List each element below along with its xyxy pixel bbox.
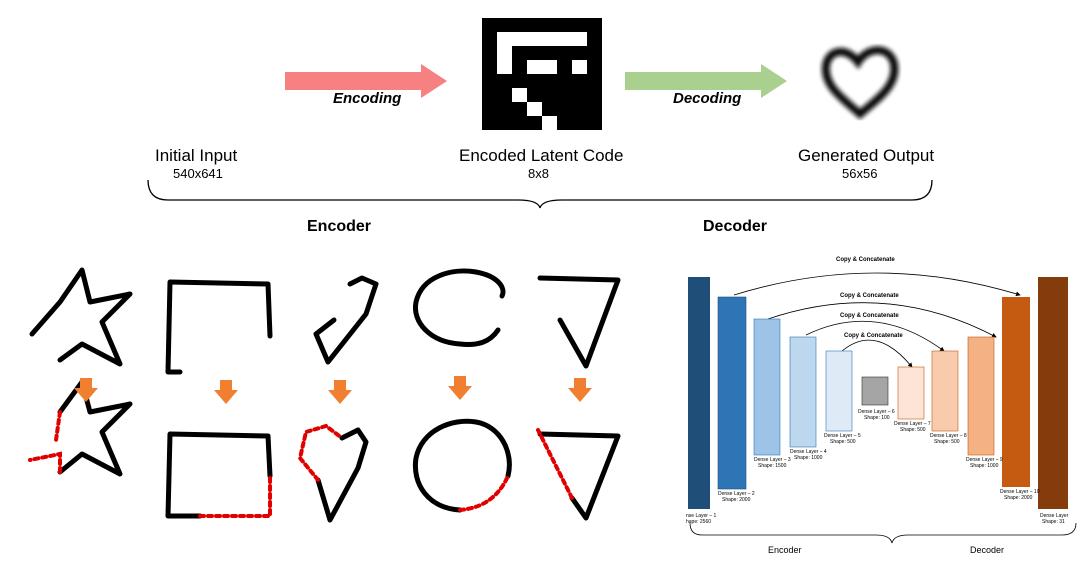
layer-bar-2	[717, 296, 747, 490]
layer-8-shape: Shape: 500	[934, 439, 960, 445]
circle-incomplete-shape	[412, 268, 506, 347]
layer-6-shape: Shape: 100	[864, 415, 890, 421]
layer-8-name: Dense Layer – 8	[930, 433, 967, 439]
copy-label-3: Copy & Concatenate	[840, 313, 899, 319]
layer-bar-5	[825, 350, 853, 432]
shape-completion-grid	[28, 267, 621, 523]
layer-2-name: Dense Layer – 2	[718, 491, 755, 497]
layer-10-name: Dense Layer – 10	[1000, 489, 1040, 495]
layer-11-name: Dense Layer	[1040, 513, 1069, 519]
down-arrow-icon	[328, 380, 352, 404]
layer-2-shape: Shape: 2000	[722, 497, 751, 503]
skip-connection-3	[805, 320, 945, 352]
network-diagram: Copy & Concatenate Copy & Concatenate Co…	[686, 257, 1077, 555]
layer-bar-7	[897, 366, 925, 420]
network-brace	[689, 522, 1077, 544]
star-incomplete-shape	[29, 267, 133, 367]
encoder-decoder-braces	[147, 179, 933, 209]
copy-label-2: Copy & Concatenate	[840, 293, 899, 299]
copy-label-4: Copy & Concatenate	[844, 333, 903, 339]
skip-connection-4	[841, 339, 913, 368]
circle-complete-shape	[412, 418, 512, 513]
triangle-complete-shape	[537, 431, 621, 521]
decoding-label: Decoding	[673, 90, 742, 107]
square-gap-fill	[198, 474, 272, 518]
triangle-incomplete-shape	[537, 275, 621, 369]
down-arrow-icon	[448, 376, 472, 400]
generated-output-title: Generated Output	[798, 146, 935, 165]
heart-gap-fill	[297, 423, 344, 482]
down-arrow-icon	[568, 378, 592, 402]
layer-1-name: nse Layer – 1	[686, 513, 717, 519]
layer-bar-4	[789, 336, 817, 448]
network-decoder-label: Decoder	[970, 545, 1004, 555]
copy-label-1: Copy & Concatenate	[836, 257, 895, 263]
generated-output-size: 56x56	[842, 166, 878, 181]
layer-4-shape: Shape: 1000	[794, 455, 823, 461]
encoding-label: Encoding	[333, 90, 402, 107]
circle-gap-fill	[458, 474, 510, 512]
square-complete-shape	[165, 431, 273, 519]
skip-connection-1	[733, 272, 1021, 297]
generated-heart-image	[821, 46, 899, 120]
layer-bar-3	[753, 318, 781, 456]
layer-9-name: Dense Layer – 9	[966, 457, 1003, 463]
layer-10-shape: Shape: 2000	[1004, 495, 1033, 501]
square-incomplete-shape	[165, 279, 273, 375]
layer-3-name: Dense Layer – 3	[754, 457, 791, 463]
encoding-arrow	[285, 64, 447, 98]
triangle-gap-fill	[536, 428, 574, 500]
skip-connection-2	[767, 302, 997, 338]
layer-bar-10	[1002, 297, 1030, 487]
heart-incomplete-shape	[313, 275, 379, 365]
decoding-arrow	[625, 64, 787, 98]
layer-bar-6	[861, 376, 889, 406]
layer-11-shape: Shape: 31	[1042, 519, 1065, 525]
layer-7-shape: Shape: 500	[900, 427, 926, 433]
latent-code-size: 8x8	[528, 166, 549, 181]
down-arrow-icon	[74, 378, 98, 402]
latent-code-image	[482, 18, 602, 130]
layer-3-shape: Shape: 1500	[758, 463, 787, 469]
latent-code-title: Encoded Latent Code	[459, 146, 624, 165]
layer-4-name: Dense Layer – 4	[790, 449, 827, 455]
layer-bar-9	[967, 336, 995, 456]
initial-input-title: Initial Input	[155, 146, 238, 165]
heart-complete-shape	[315, 427, 369, 523]
star-complete-shape	[57, 379, 133, 477]
star-gap-fill	[28, 410, 62, 474]
layer-bar-8	[931, 350, 959, 432]
encoder-label: Encoder	[307, 218, 372, 235]
layer-9-shape: Shape: 1000	[970, 463, 999, 469]
layer-1-shape: hape: 2560	[686, 519, 711, 525]
network-encoder-label: Encoder	[768, 545, 802, 555]
layer-7-name: Dense Layer – 7	[894, 421, 931, 427]
layer-6-name: Dense Layer – 6	[858, 409, 895, 415]
layer-5-shape: Shape: 500	[830, 439, 856, 445]
layer-bar-1	[688, 277, 710, 509]
layer-bar-11	[1038, 277, 1068, 509]
initial-input-size: 540x641	[173, 166, 223, 181]
decoder-label: Decoder	[703, 218, 768, 235]
layer-5-name: Dense Layer – 5	[824, 433, 861, 439]
down-arrow-icon	[214, 380, 238, 404]
